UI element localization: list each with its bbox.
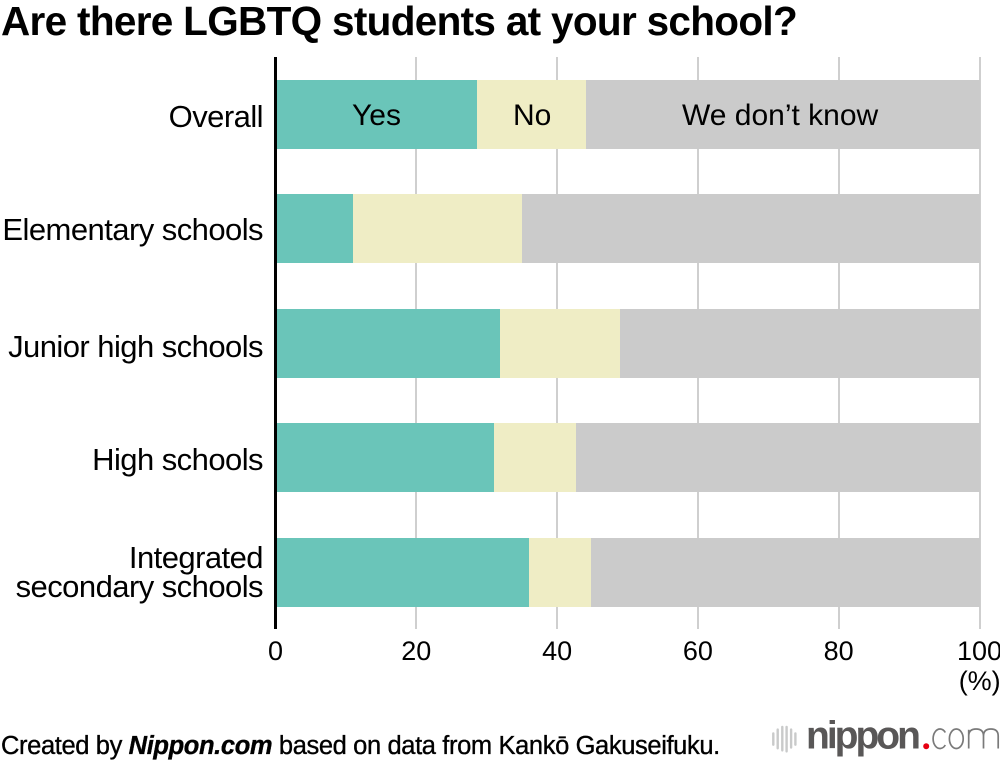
svg-text:nippon: nippon xyxy=(806,715,919,758)
